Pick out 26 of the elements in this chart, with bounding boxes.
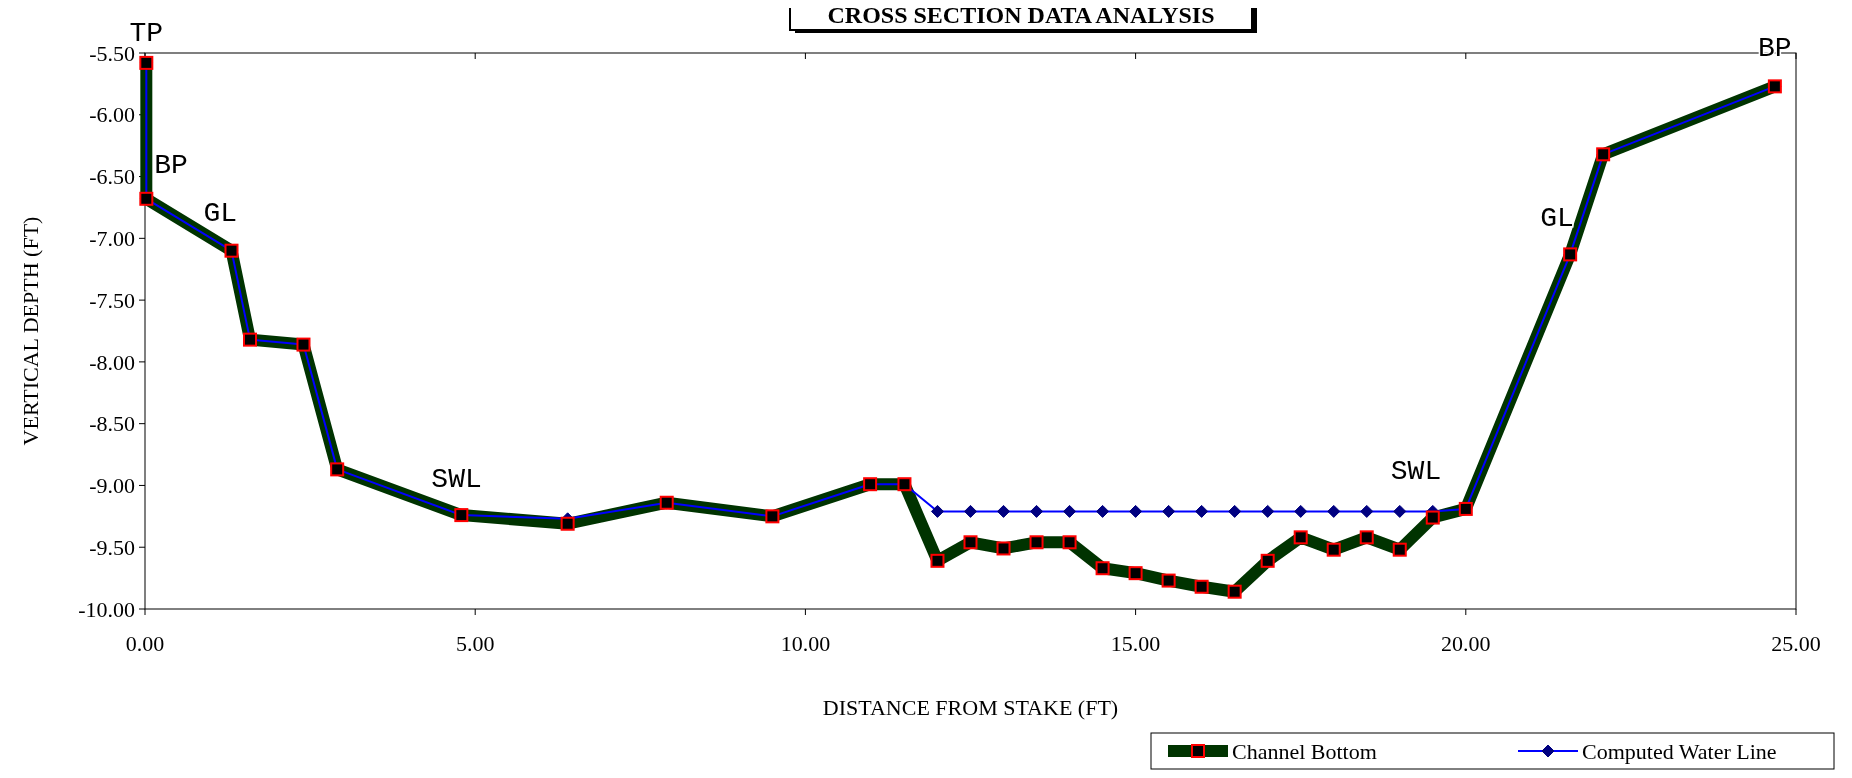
annotation: BP (1758, 33, 1792, 65)
annotation: BP (154, 149, 188, 181)
y-tick-label: -6.00 (89, 102, 135, 128)
x-tick-label: 5.00 (455, 631, 495, 656)
x-tick-label: 10.00 (780, 631, 831, 656)
x-tick-label: 15.00 (1110, 631, 1161, 656)
y-axis-title: VERTICAL DEPTH (FT) (18, 216, 43, 446)
legend-label: Computed Water Line (1582, 738, 1777, 764)
y-tick-label: -8.00 (89, 349, 135, 375)
y-tick-label: -6.50 (89, 164, 135, 190)
y-tick-label: -7.50 (89, 287, 135, 313)
y-tick-label: -9.50 (89, 534, 135, 560)
annotation: GL (1540, 203, 1574, 235)
annotation: GL (203, 197, 238, 229)
y-tick-label: -5.50 (89, 40, 135, 66)
annotation: SWL (1390, 455, 1442, 487)
x-tick-label: 0.00 (125, 631, 165, 656)
y-tick-label: -9.00 (89, 473, 135, 499)
y-tick-label: -10.00 (78, 596, 135, 622)
legend-label: Channel Bottom (1232, 738, 1377, 764)
annotation: SWL (431, 464, 482, 496)
x-tick-label: 25.00 (1771, 631, 1821, 656)
x-tick-label: 20.00 (1441, 631, 1491, 656)
y-tick-label: -7.00 (89, 226, 135, 252)
x-axis-title: DISTANCE FROM STAKE (FT) (822, 695, 1119, 720)
y-tick-label: -8.50 (89, 411, 135, 437)
